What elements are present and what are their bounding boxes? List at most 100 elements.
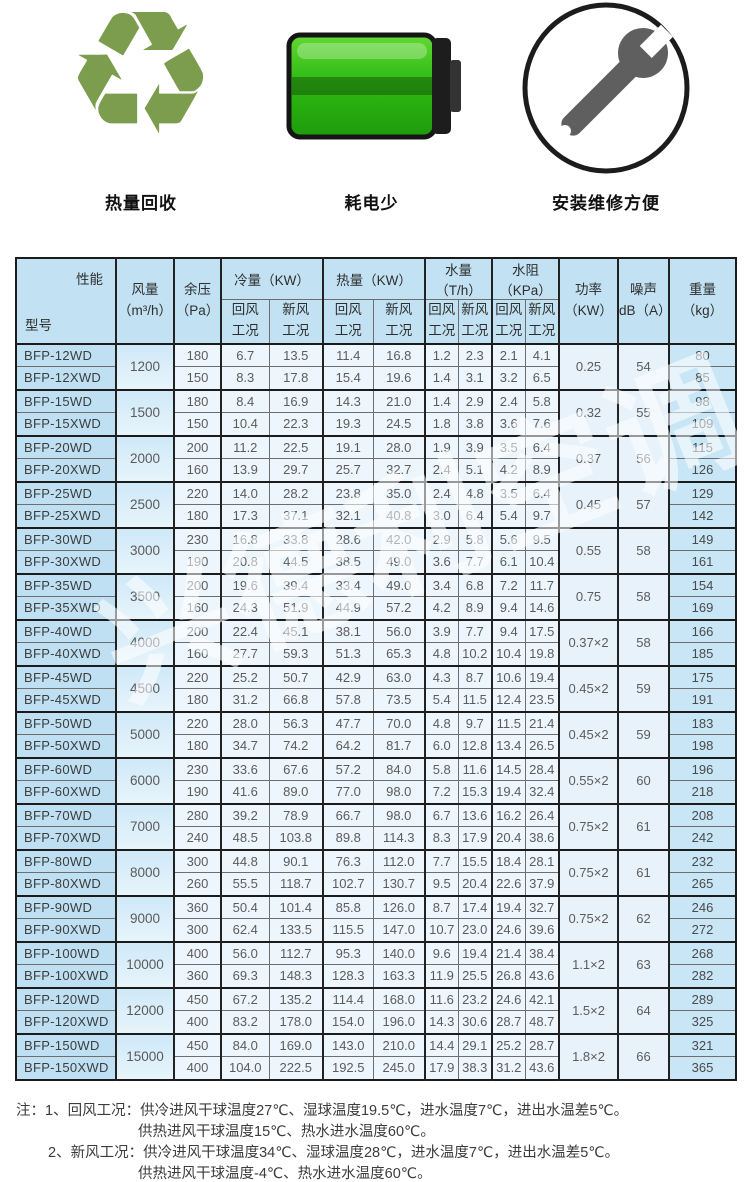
value-cell: 1.4: [424, 366, 459, 390]
weight-cell: 272: [668, 918, 737, 942]
value-cell: 5.1: [457, 458, 493, 482]
weight-cell: 142: [668, 504, 737, 528]
value-cell: 28.7: [491, 1010, 526, 1034]
note-line: 2、新风工况：供冷进风干球温度34℃、湿球温度28℃，进水温度7℃，进出水温差5…: [48, 1145, 620, 1161]
value-cell: 16.2: [491, 802, 526, 827]
value-cell: 32.1: [322, 504, 374, 528]
subheader-heating-return: 回风 工况: [322, 299, 374, 345]
value-cell: 83.2: [220, 1010, 270, 1034]
model-cell: BFP-35XWD: [15, 596, 117, 620]
model-cell: BFP-45WD: [15, 664, 117, 689]
header-weight: 重量 （kg）: [668, 257, 737, 344]
table-row: BFP-100WD 10000 400 56.0 112.7 95.3 140.0 9.6 19…: [15, 940, 737, 988]
value-cell: 154.0: [322, 1010, 374, 1034]
value-cell: 9.7: [457, 710, 493, 735]
noise-cell: 60: [617, 756, 670, 804]
value-cell: 43.6: [524, 1056, 560, 1080]
value-cell: 32.7: [372, 458, 426, 482]
note-line: 注：1、回风工况：供冷进风干球温度27℃、湿球温度19.5℃，进水温度7℃，进出…: [16, 1103, 629, 1119]
value-cell: 5.8: [524, 388, 560, 413]
value-cell: 51.9: [268, 596, 324, 620]
value-cell: 67.2: [220, 986, 270, 1011]
value-cell: 133.5: [268, 918, 324, 942]
value-cell: 3.6: [424, 550, 459, 574]
noise-cell: 66: [617, 1032, 670, 1080]
weight-cell: 98: [668, 388, 737, 413]
value-cell: 42.9: [322, 664, 374, 689]
header-water-resistance: 水阻（KPa）: [491, 257, 560, 300]
value-cell: 48.7: [524, 1010, 560, 1034]
table-row: BFP-120XWD 400 83.2 178.0 154.0 196.0 14.3 30.6…: [15, 1010, 737, 1034]
value-cell: 11.9: [424, 964, 459, 988]
table-row: BFP-50WD 5000 220 28.0 56.3 47.7 70.0 4.8 9.7 11.…: [15, 710, 737, 758]
value-cell: 5.4: [424, 688, 459, 712]
header-heating: 热量（KW）: [322, 257, 426, 300]
value-cell: 11.4: [322, 342, 374, 367]
value-cell: 19.1: [322, 434, 374, 459]
value-cell: 9.6: [424, 940, 459, 965]
value-cell: 67.6: [268, 756, 324, 781]
value-cell: 24.3: [220, 596, 270, 620]
model-cell: BFP-40WD: [15, 618, 117, 643]
noise-cell: 61: [617, 802, 670, 850]
model-cell: BFP-90XWD: [15, 918, 117, 942]
value-cell: 400: [173, 1010, 222, 1034]
subheader-cooling-fresh: 新风 工况: [268, 299, 324, 345]
subheader-water-return: 回风 工况: [424, 299, 459, 345]
value-cell: 230: [173, 756, 222, 781]
value-cell: 7.7: [424, 848, 459, 873]
value-cell: 23.5: [524, 688, 560, 712]
table-row: BFP-45XWD 180 31.2 66.8 57.8 73.5 5.4 11.5 12.4 2…: [15, 688, 737, 712]
value-cell: 7.2: [491, 572, 526, 597]
value-cell: 112.7: [268, 940, 324, 965]
value-cell: 143.0: [322, 1032, 374, 1057]
weight-cell: 265: [668, 872, 737, 896]
value-cell: 56.0: [372, 618, 426, 643]
value-cell: 3.5: [491, 480, 526, 505]
value-cell: 160: [173, 596, 222, 620]
model-cell: BFP-20XWD: [15, 458, 117, 482]
table-row: BFP-70XWD 240 48.5 103.8 89.8 114.3 8.3 17.9 20.…: [15, 826, 737, 850]
model-cell: BFP-100XWD: [15, 964, 117, 988]
header-power: 功率 （KW）: [558, 257, 619, 344]
value-cell: 25.7: [322, 458, 374, 482]
weight-cell: 115: [668, 434, 737, 459]
table-row: BFP-40WD 4000 200 22.4 45.1 38.1 56.0 3.9 7.7 9.4…: [15, 618, 737, 666]
table-row: BFP-80XWD 260 55.5 118.7 102.7 130.7 9.5 20.4 22…: [15, 872, 737, 896]
value-cell: 19.6: [372, 366, 426, 390]
value-cell: 4.8: [457, 480, 493, 505]
table-row: BFP-35WD 3500 200 19.6 39.4 33.4 49.0 3.4 6.8 7.2…: [15, 572, 737, 620]
value-cell: 62.4: [220, 918, 270, 942]
value-cell: 77.0: [322, 780, 374, 804]
value-cell: 21.0: [372, 388, 426, 413]
model-cell: BFP-25XWD: [15, 504, 117, 528]
value-cell: 104.0: [220, 1056, 270, 1080]
value-cell: 89.0: [268, 780, 324, 804]
value-cell: 50.7: [268, 664, 324, 689]
airflow-cell: 3500: [115, 572, 175, 620]
value-cell: 19.8: [524, 642, 560, 666]
value-cell: 23.0: [457, 918, 493, 942]
noise-cell: 62: [617, 894, 670, 942]
table-row: BFP-12WD 1200 180 6.7 13.5 11.4 16.8 1.2 2.3 2.1 4…: [15, 342, 737, 390]
value-cell: 38.3: [457, 1056, 493, 1080]
value-cell: 13.6: [457, 802, 493, 827]
value-cell: 192.5: [322, 1056, 374, 1080]
value-cell: 18.4: [491, 848, 526, 873]
value-cell: 66.8: [268, 688, 324, 712]
value-cell: 51.3: [322, 642, 374, 666]
value-cell: 9.5: [424, 872, 459, 896]
spec-table-body: BFP-12WD 1200 180 6.7 13.5 11.4 16.8 1.2 2.3 2.1 4…: [15, 342, 737, 1080]
value-cell: 57.8: [322, 688, 374, 712]
value-cell: 300: [173, 848, 222, 873]
airflow-cell: 3000: [115, 526, 175, 574]
value-cell: 115.5: [322, 918, 374, 942]
value-cell: 23.8: [322, 480, 374, 505]
noise-cell: 61: [617, 848, 670, 896]
table-row: BFP-15XWD 150 10.4 22.3 19.3 24.5 1.8 3.8 3.6 7.6…: [15, 412, 737, 436]
airflow-cell: 12000: [115, 986, 175, 1034]
airflow-cell: 2500: [115, 480, 175, 528]
value-cell: 55.5: [220, 872, 270, 896]
value-cell: 20.8: [220, 550, 270, 574]
